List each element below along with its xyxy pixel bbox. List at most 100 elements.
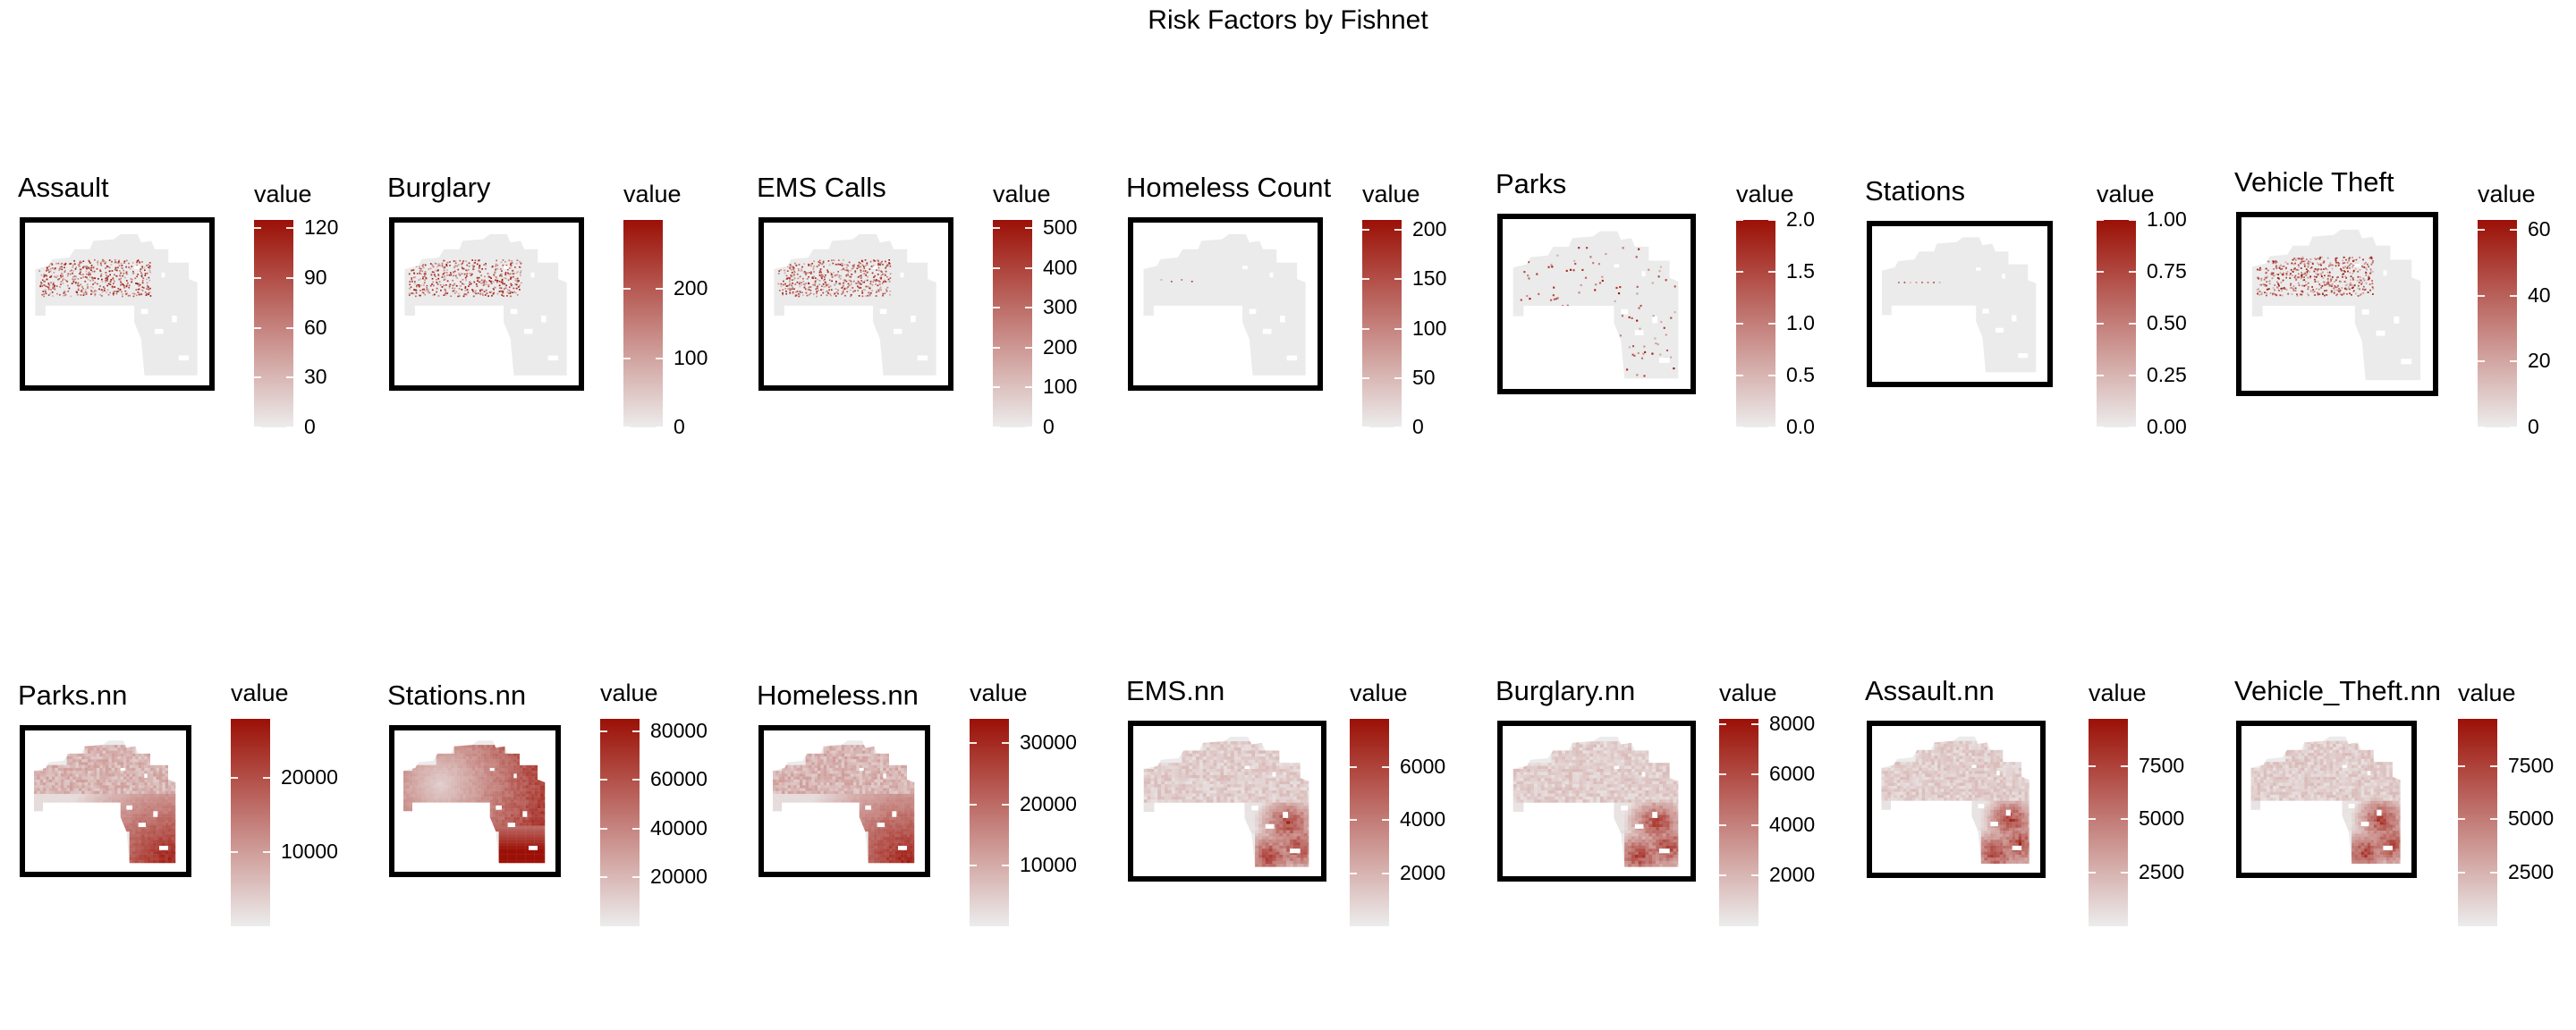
fishnet-cell (877, 274, 879, 275)
fishnet-cell (75, 266, 78, 268)
fishnet-cell (92, 283, 94, 285)
fishnet-cell (140, 293, 142, 296)
fishnet-cell (2263, 278, 2266, 281)
legend-tick (993, 346, 1000, 349)
fishnet-cell (846, 287, 848, 290)
fishnet-cell (136, 260, 139, 262)
fishnet-cell (2343, 287, 2346, 290)
fishnet-cell (819, 270, 822, 273)
fishnet-cell (878, 280, 880, 282)
fishnet-cell (809, 273, 812, 274)
fishnet-cell (424, 279, 426, 282)
fishnet-cell (60, 281, 63, 283)
legend-tick (970, 864, 977, 866)
fishnet-cell (2329, 264, 2332, 266)
fishnet-cell (803, 286, 806, 289)
fishnet-cell (2275, 266, 2277, 268)
fishnet-cell (72, 280, 75, 283)
fishnet-cell (2283, 286, 2285, 289)
fishnet-cell (860, 266, 861, 268)
fishnet-map-vehicle-theft (2251, 229, 2421, 381)
fishnet-cell (498, 291, 501, 292)
fishnet-cell (2307, 260, 2309, 263)
fishnet-cell (831, 259, 833, 262)
legend-colorbar (623, 220, 663, 427)
fishnet-cell (411, 269, 412, 272)
fishnet-cell (455, 284, 458, 287)
fishnet-cell (2311, 286, 2314, 288)
fishnet-cell (62, 278, 64, 280)
fishnet-cell (2360, 283, 2363, 285)
fishnet-cell (452, 284, 454, 287)
fishnet-cell (2331, 276, 2334, 278)
fishnet-cell (780, 283, 783, 285)
fishnet-cell (845, 269, 848, 272)
fishnet-cell (846, 274, 849, 275)
fishnet-cell (513, 275, 514, 278)
fishnet-cell (793, 277, 796, 279)
fishnet-cell (437, 277, 440, 280)
fishnet-cell (2330, 284, 2333, 287)
fishnet-cell (1526, 294, 1529, 298)
fishnet-cell (786, 285, 789, 287)
fishnet-cell (1584, 276, 1588, 279)
fishnet-cell (877, 290, 880, 292)
fishnet-cell (136, 264, 138, 266)
fishnet-cell (458, 272, 461, 274)
fishnet-cell (411, 292, 414, 294)
fishnet-cell (487, 274, 490, 277)
fishnet-cell (2344, 275, 2347, 278)
fishnet-cell (498, 280, 501, 283)
legend-tick (1736, 271, 1743, 273)
fishnet-cell (784, 269, 786, 272)
fishnet-cell (49, 267, 52, 270)
fishnet-cell (2258, 268, 2261, 271)
fishnet-cell (787, 288, 789, 290)
fishnet-cell (1640, 357, 1644, 359)
fishnet-cell (2362, 258, 2364, 261)
fishnet-cell (2355, 292, 2357, 295)
fishnet-cell (466, 264, 469, 266)
legend-tick (1002, 742, 1009, 745)
fishnet-cell (884, 281, 886, 283)
legend-title: value (231, 680, 289, 706)
fishnet-cell (113, 291, 115, 293)
fishnet-cell (416, 273, 419, 274)
fishnet-cell (100, 274, 102, 277)
fishnet-cell (887, 278, 890, 281)
fishnet-cell (131, 281, 133, 283)
fishnet-cell (2359, 257, 2360, 258)
fishnet-cell (799, 281, 801, 283)
fishnet-cell (47, 288, 50, 291)
fishnet-cell (2366, 263, 2368, 266)
fishnet-cell (2351, 293, 2352, 296)
fishnet-cell (131, 273, 134, 275)
fishnet-cell (2362, 277, 2365, 280)
legend-tick (1350, 872, 1357, 874)
fishnet-map-stations (1881, 237, 2037, 373)
fishnet-cell (2321, 292, 2324, 295)
fishnet-cell (92, 279, 95, 282)
fishnet-cell (495, 269, 496, 271)
fishnet-cell (145, 294, 148, 296)
fishnet-cell (1674, 285, 1676, 288)
fishnet-cell (84, 289, 87, 291)
fishnet-cell (420, 284, 423, 287)
fishnet-cell (2339, 289, 2342, 291)
fishnet-cell (56, 292, 58, 295)
fishnet-cell (818, 283, 821, 286)
fishnet-cell (123, 272, 125, 274)
fishnet-cell (127, 282, 129, 284)
fishnet-cell (882, 273, 884, 275)
fishnet-cell (514, 266, 516, 268)
fishnet-cell (2318, 292, 2320, 295)
fishnet-cell (822, 260, 825, 263)
fishnet-cell (80, 268, 82, 271)
fishnet-cell (437, 265, 439, 266)
fishnet-cell (502, 264, 504, 266)
fishnet-cell (515, 262, 518, 265)
fishnet-cell (493, 281, 495, 283)
fishnet-cell (793, 271, 796, 274)
fishnet-cell (1615, 286, 1618, 290)
fishnet-cell (889, 273, 892, 275)
